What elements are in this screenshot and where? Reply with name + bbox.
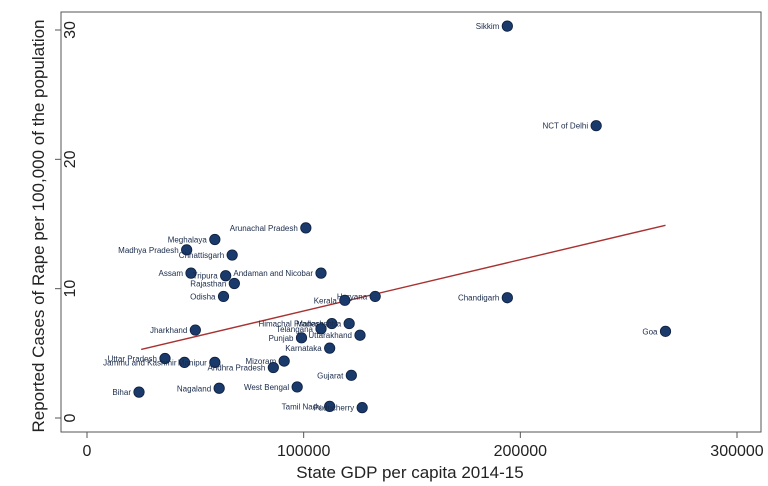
point-telangana xyxy=(315,323,327,335)
x-axis-title: State GDP per capita 2014-15 xyxy=(296,463,523,482)
point-puducherry xyxy=(356,402,368,414)
point-uttarakhand xyxy=(354,329,366,341)
point-label-mizoram: Mizoram xyxy=(245,357,276,366)
point-label-tripura: Tripura xyxy=(193,272,219,281)
point-madhya-pradesh xyxy=(181,244,193,256)
point-label-andaman-and-nicobar: Andaman and Nicobar xyxy=(233,269,313,278)
point-andaman-and-nicobar xyxy=(315,267,327,279)
y-axis: 0 10 20 30 xyxy=(55,21,79,422)
y-tick-label: 0 xyxy=(62,413,79,422)
point-label-meghalaya: Meghalaya xyxy=(168,236,208,245)
plot-area xyxy=(60,11,762,433)
point-label-nct-of-delhi: NCT of Delhi xyxy=(543,122,589,131)
x-tick-label: 200000 xyxy=(494,443,547,460)
fit-line-group xyxy=(141,224,666,351)
point-label-bihar: Bihar xyxy=(112,388,131,397)
y-tick-label: 10 xyxy=(62,280,79,298)
point-tamil-nadu xyxy=(324,400,336,412)
point-arunachal-pradesh xyxy=(300,222,312,234)
point-label-manipur: Manipur xyxy=(178,358,207,367)
x-tick-label: 300000 xyxy=(710,443,763,460)
data-points: Sikkim NCT of Delhi Arunachal Pradesh Megha… xyxy=(103,20,672,414)
point-label-chhattisgarh: Chhattisgarh xyxy=(179,251,224,260)
point-chhattisgarh xyxy=(226,249,238,261)
point-label-odisha: Odisha xyxy=(190,292,216,301)
point-label-puducherry: Puducherry xyxy=(313,404,354,413)
x-axis: 0 100000 200000 300000 xyxy=(83,432,764,460)
point-gujarat xyxy=(345,369,357,381)
point-maharashtra xyxy=(343,317,355,330)
point-label-punjab: Punjab xyxy=(269,334,294,343)
point-label-arunachal-pradesh: Arunachal Pradesh xyxy=(230,224,298,233)
point-label-himachal-pradesh: Himachal Pradesh xyxy=(258,320,323,329)
point-andhra-pradesh xyxy=(267,361,279,374)
point-uttar-pradesh xyxy=(159,352,171,365)
point-kerala xyxy=(339,294,351,306)
point-label-chandigarh: Chandigarh xyxy=(458,294,499,303)
point-mizoram xyxy=(278,355,290,367)
point-nct-of-delhi xyxy=(590,120,602,132)
point-jharkhand xyxy=(189,324,201,336)
point-rajasthan xyxy=(228,277,240,290)
point-haryana xyxy=(369,290,381,303)
point-label-tamil-nadu: Tamil Nadu xyxy=(282,402,322,411)
x-tick-label: 0 xyxy=(83,443,92,460)
x-tick-label: 100000 xyxy=(277,443,330,460)
point-label-telangana: Telangana xyxy=(276,325,313,334)
point-label-uttar-pradesh: Uttar Pradesh xyxy=(108,355,157,364)
fit-line xyxy=(141,224,666,351)
point-manipur xyxy=(209,356,221,368)
point-label-uttarakhand: Uttarakhand xyxy=(308,331,352,340)
point-label-jammu-and-kashmir: Jammu and Kashmir xyxy=(103,358,177,367)
point-jammu-and-kashmir xyxy=(178,356,191,368)
y-tick-label: 30 xyxy=(62,21,79,39)
point-west-bengal xyxy=(291,381,303,393)
point-karnataka xyxy=(324,342,336,354)
point-label-kerala: Kerala xyxy=(314,296,338,305)
point-label-sikkim: Sikkim xyxy=(476,22,500,31)
point-tripura xyxy=(220,270,232,282)
point-bihar xyxy=(133,386,145,398)
point-goa xyxy=(659,325,672,337)
point-label-goa: Goa xyxy=(642,327,658,336)
point-label-andhra-pradesh: Andhra Pradesh xyxy=(208,364,266,373)
point-odisha xyxy=(217,290,230,303)
point-nagaland xyxy=(213,382,225,394)
point-himachal-pradesh xyxy=(326,317,338,330)
y-tick-label: 20 xyxy=(62,150,79,168)
point-label-madhya-pradesh: Madhya Pradesh xyxy=(118,246,178,255)
point-label-jharkhand: Jharkhand xyxy=(150,326,187,335)
point-meghalaya xyxy=(209,233,221,246)
point-label-west-bengal: West Bengal xyxy=(244,383,289,392)
point-label-rajasthan: Rajasthan xyxy=(190,279,226,288)
point-label-nagaland: Nagaland xyxy=(177,384,211,393)
point-assam xyxy=(185,267,197,279)
point-label-haryana: Haryana xyxy=(337,292,368,301)
y-axis-title: Reported Cases of Rape per 100,000 of th… xyxy=(29,19,48,432)
point-label-gujarat: Gujarat xyxy=(317,371,344,380)
point-punjab xyxy=(295,332,308,344)
point-chandigarh xyxy=(501,292,513,304)
point-label-karnataka: Karnataka xyxy=(285,344,322,353)
point-sikkim xyxy=(501,20,513,32)
point-label-assam: Assam xyxy=(159,269,184,278)
